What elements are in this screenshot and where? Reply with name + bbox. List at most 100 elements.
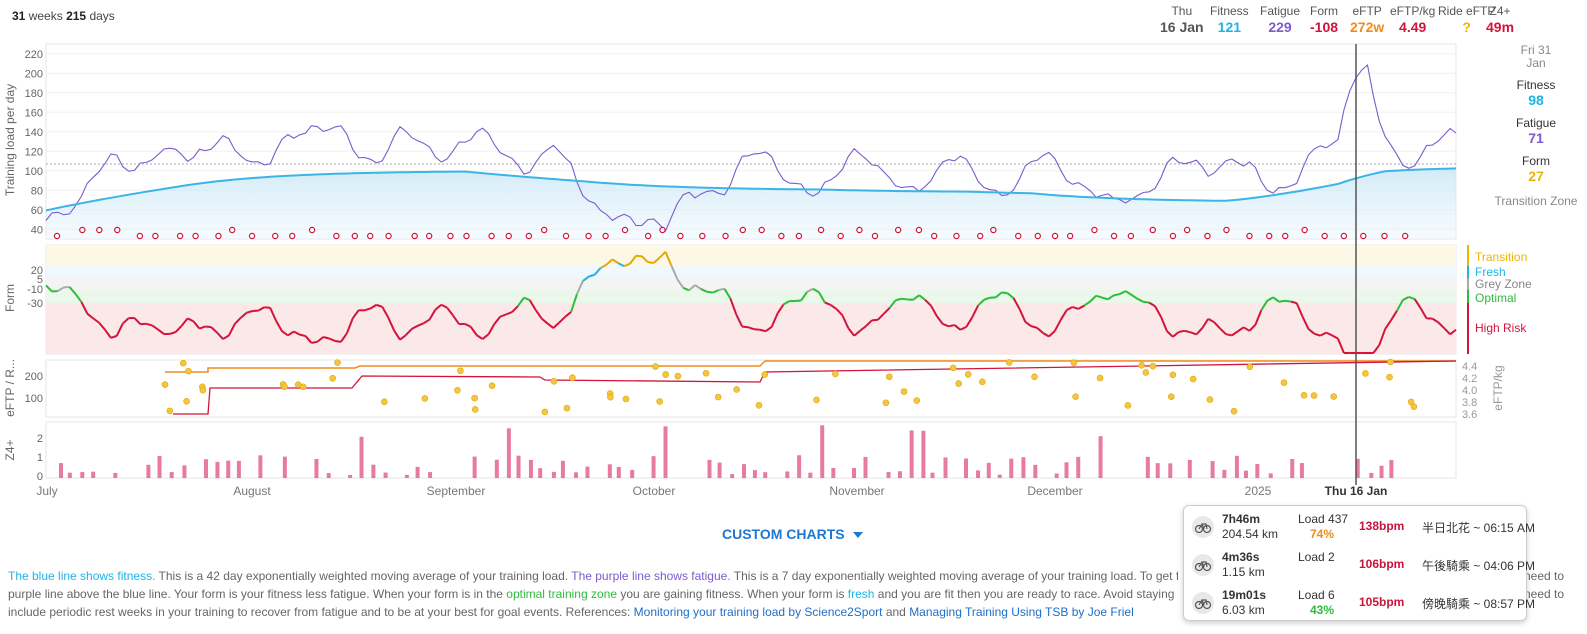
activity-marker [1066, 232, 1074, 240]
eftp-point [457, 367, 464, 375]
activity-marker [1381, 232, 1388, 240]
form-segment [611, 258, 619, 265]
x-tick-label: Thu 16 Jan [1325, 484, 1388, 498]
link-science2sport[interactable]: Monitoring your training load by Science… [633, 605, 883, 619]
eftp-point [471, 394, 478, 402]
z4-bar [763, 472, 768, 478]
activity-marker [837, 232, 844, 240]
activity-marker [1266, 232, 1273, 240]
eftp-point [199, 386, 207, 394]
form-segment [1319, 331, 1327, 337]
z4-bar [752, 470, 757, 478]
activity-marker [1127, 232, 1135, 240]
z4-bar [585, 466, 590, 478]
x-tick-label: August [233, 484, 271, 498]
z4-bar [1222, 469, 1227, 478]
z4-bar [651, 456, 656, 478]
z4-bar [59, 463, 64, 478]
activity-marker [739, 226, 747, 234]
activity-marker [192, 232, 199, 240]
custom-charts-button[interactable]: CUSTOM CHARTS [722, 526, 863, 542]
form-segment [1053, 319, 1062, 332]
eftp-point [1072, 393, 1079, 400]
form-segment [1012, 297, 1021, 310]
stat-eftp-kg: eFTP/kg 4.49 [1390, 4, 1435, 35]
form-segment [871, 318, 878, 322]
activity-row[interactable]: 19m01s 6.03 km Load 6 43% 105bpm 傍晚騎乘 ~ 08:57… [1184, 583, 1535, 621]
form-segment [1130, 294, 1138, 300]
bike-icon [1192, 516, 1214, 538]
fitness-chart[interactable]: Training load per day 220200180160140120… [0, 0, 1587, 500]
link-joe-friel[interactable]: Managing Training Using TSB by Joe Friel [909, 605, 1134, 619]
y-tick-label-right: 3.6 [1462, 409, 1477, 421]
form-segment [1077, 304, 1085, 310]
y-tick-label-right: 3.8 [1462, 397, 1477, 409]
form-segment [281, 330, 289, 337]
activity-marker [136, 232, 144, 240]
z4-bar [1379, 465, 1384, 478]
y-tick-label: 200 [25, 68, 43, 80]
form-segment [1248, 324, 1257, 332]
activity-marker [659, 226, 666, 234]
form-segment [523, 296, 531, 302]
form-segment [582, 275, 590, 282]
form-segment [423, 318, 431, 325]
stat-value: -108 [1310, 19, 1339, 35]
form-segment [800, 291, 808, 302]
form-segment [635, 254, 642, 258]
stat-value: 272w [1350, 19, 1385, 35]
form-y-ticks: 205-10 -30 [27, 265, 43, 310]
stat-value: 121 [1217, 19, 1242, 35]
form-segment [605, 258, 614, 266]
y-tick-label: 100 [25, 393, 43, 405]
eftp-point [1206, 396, 1214, 403]
z4-bar [630, 469, 635, 478]
form-segment [1172, 331, 1180, 338]
form-segment [936, 315, 944, 325]
z4-bar [371, 464, 376, 478]
desc-fresh: fresh [847, 587, 875, 601]
x-tick-label: September [427, 484, 486, 498]
z4-bar [863, 456, 868, 478]
z4-bar [494, 459, 499, 478]
form-segment [835, 308, 844, 317]
eftp-point [550, 378, 558, 385]
weeks-label: weeks [28, 9, 63, 23]
z4-bar [314, 458, 319, 478]
z4-bar [976, 470, 981, 478]
activity-duration: 19m01s [1222, 588, 1267, 602]
form-segment [1160, 316, 1168, 332]
form-segment [264, 306, 271, 309]
form-segment [323, 336, 330, 340]
form-segment [588, 273, 595, 278]
form-segment [776, 303, 785, 315]
z4-bar [67, 472, 72, 478]
form-segment [481, 333, 490, 340]
form-segment [534, 309, 543, 320]
eftp-point [1300, 391, 1308, 399]
stat-ride-eftp: Ride eFTP? [1438, 4, 1495, 35]
z4-bar [1098, 436, 1103, 478]
activity-row[interactable]: 4m36s 1.15 km Load 2 106bpm 午後騎乘 ~ 04:06 PM [1184, 545, 1535, 583]
form-segment [1036, 327, 1044, 334]
form-segment [600, 263, 607, 269]
y-tick-label: -10 [27, 284, 43, 296]
caret-down-icon [852, 532, 863, 539]
activity-markers [53, 226, 1409, 240]
desc-line-2-end: need to [1524, 587, 1565, 601]
desc-text-1: This is a 42 day exponentially weighted … [155, 569, 572, 583]
eftp-line [165, 360, 1456, 373]
form-segment [1437, 321, 1445, 329]
load-y-ticks: 220 200 180 160 140 120 100 80 60 40 [25, 49, 43, 237]
z4-bar [797, 455, 802, 478]
activity-marker [778, 232, 785, 240]
eftp-axis-label: eFTP / R... [3, 359, 17, 417]
z4-bar [820, 425, 825, 478]
form-segment [1184, 329, 1191, 334]
stat-label: Form [1310, 4, 1339, 18]
eftp-point [607, 393, 614, 401]
activity-row[interactable]: 7h46m 204.54 km Load 437 74% 138bpm 半日北花 ~ 06… [1184, 507, 1535, 545]
activity-marker [525, 232, 533, 240]
side-date-month: Jan [1526, 56, 1546, 70]
form-segment [895, 297, 902, 302]
